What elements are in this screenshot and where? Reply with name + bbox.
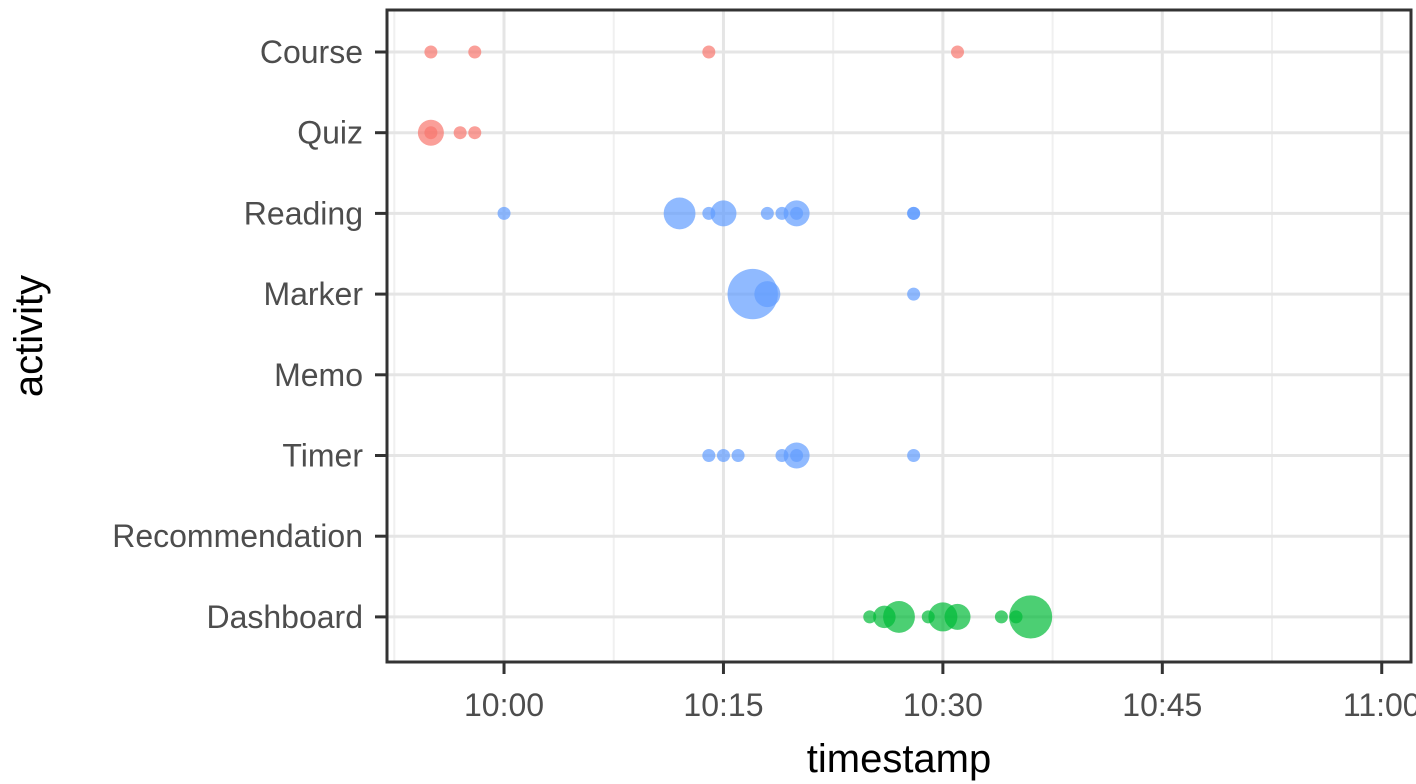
data-point-quiz — [453, 126, 467, 140]
y-axis: Course Quiz Reading Marker Memo Timer Recommen… — [112, 34, 387, 635]
data-point-dashboard — [1009, 610, 1023, 624]
x-tick-label: 10:15 — [683, 687, 763, 723]
x-tick-label: 10:00 — [464, 687, 544, 723]
data-point-reading — [702, 206, 716, 220]
data-point-timer — [702, 449, 716, 462]
data-point-reading — [775, 206, 789, 220]
y-tick-label-reading: Reading — [244, 195, 363, 231]
data-point-timer — [731, 449, 745, 462]
data-point-course — [951, 45, 965, 59]
data-point-dashboard — [863, 610, 877, 624]
x-axis: 10:00 10:15 10:30 10:45 11:00 — [464, 662, 1416, 723]
y-tick-label-recommendation: Recommendation — [112, 518, 363, 554]
data-point-dashboard — [994, 610, 1008, 624]
data-point-course — [424, 45, 438, 59]
y-axis-title: activity — [7, 275, 51, 397]
data-point-dashboard — [944, 603, 971, 630]
data-point-dashboard — [1009, 595, 1053, 639]
data-point-timer — [790, 449, 804, 462]
data-point-timer — [716, 449, 730, 462]
y-tick-label-course: Course — [260, 34, 363, 70]
data-point-reading — [497, 206, 511, 220]
x-tick-label: 11:00 — [1343, 687, 1416, 723]
data-point-reading — [663, 197, 696, 230]
data-points — [417, 45, 1053, 639]
panel-border — [385, 8, 1413, 664]
data-point-reading — [760, 206, 774, 220]
x-tick-label: 10:45 — [1122, 687, 1202, 723]
data-point-course — [468, 45, 482, 59]
data-point-quiz — [424, 126, 438, 140]
data-point-dashboard — [921, 610, 935, 624]
y-tick-label-marker: Marker — [263, 276, 363, 312]
y-tick-label-timer: Timer — [282, 438, 363, 474]
data-point-dashboard — [873, 605, 896, 629]
data-point-timer — [775, 449, 789, 462]
data-point-reading — [790, 206, 804, 220]
data-point-reading — [907, 206, 921, 220]
x-tick-label: 10:30 — [903, 687, 983, 723]
data-point-timer — [907, 449, 921, 462]
y-tick-label-dashboard: Dashboard — [206, 599, 363, 635]
data-point-marker — [754, 281, 781, 308]
grid — [387, 10, 1411, 662]
y-tick-label-memo: Memo — [274, 357, 363, 393]
data-point-course — [702, 45, 716, 59]
data-point-marker — [907, 287, 921, 301]
data-point-reading — [710, 200, 737, 227]
x-axis-title: timestamp — [807, 737, 992, 781]
y-tick-label-quiz: Quiz — [297, 115, 363, 151]
data-point-quiz — [468, 126, 482, 140]
